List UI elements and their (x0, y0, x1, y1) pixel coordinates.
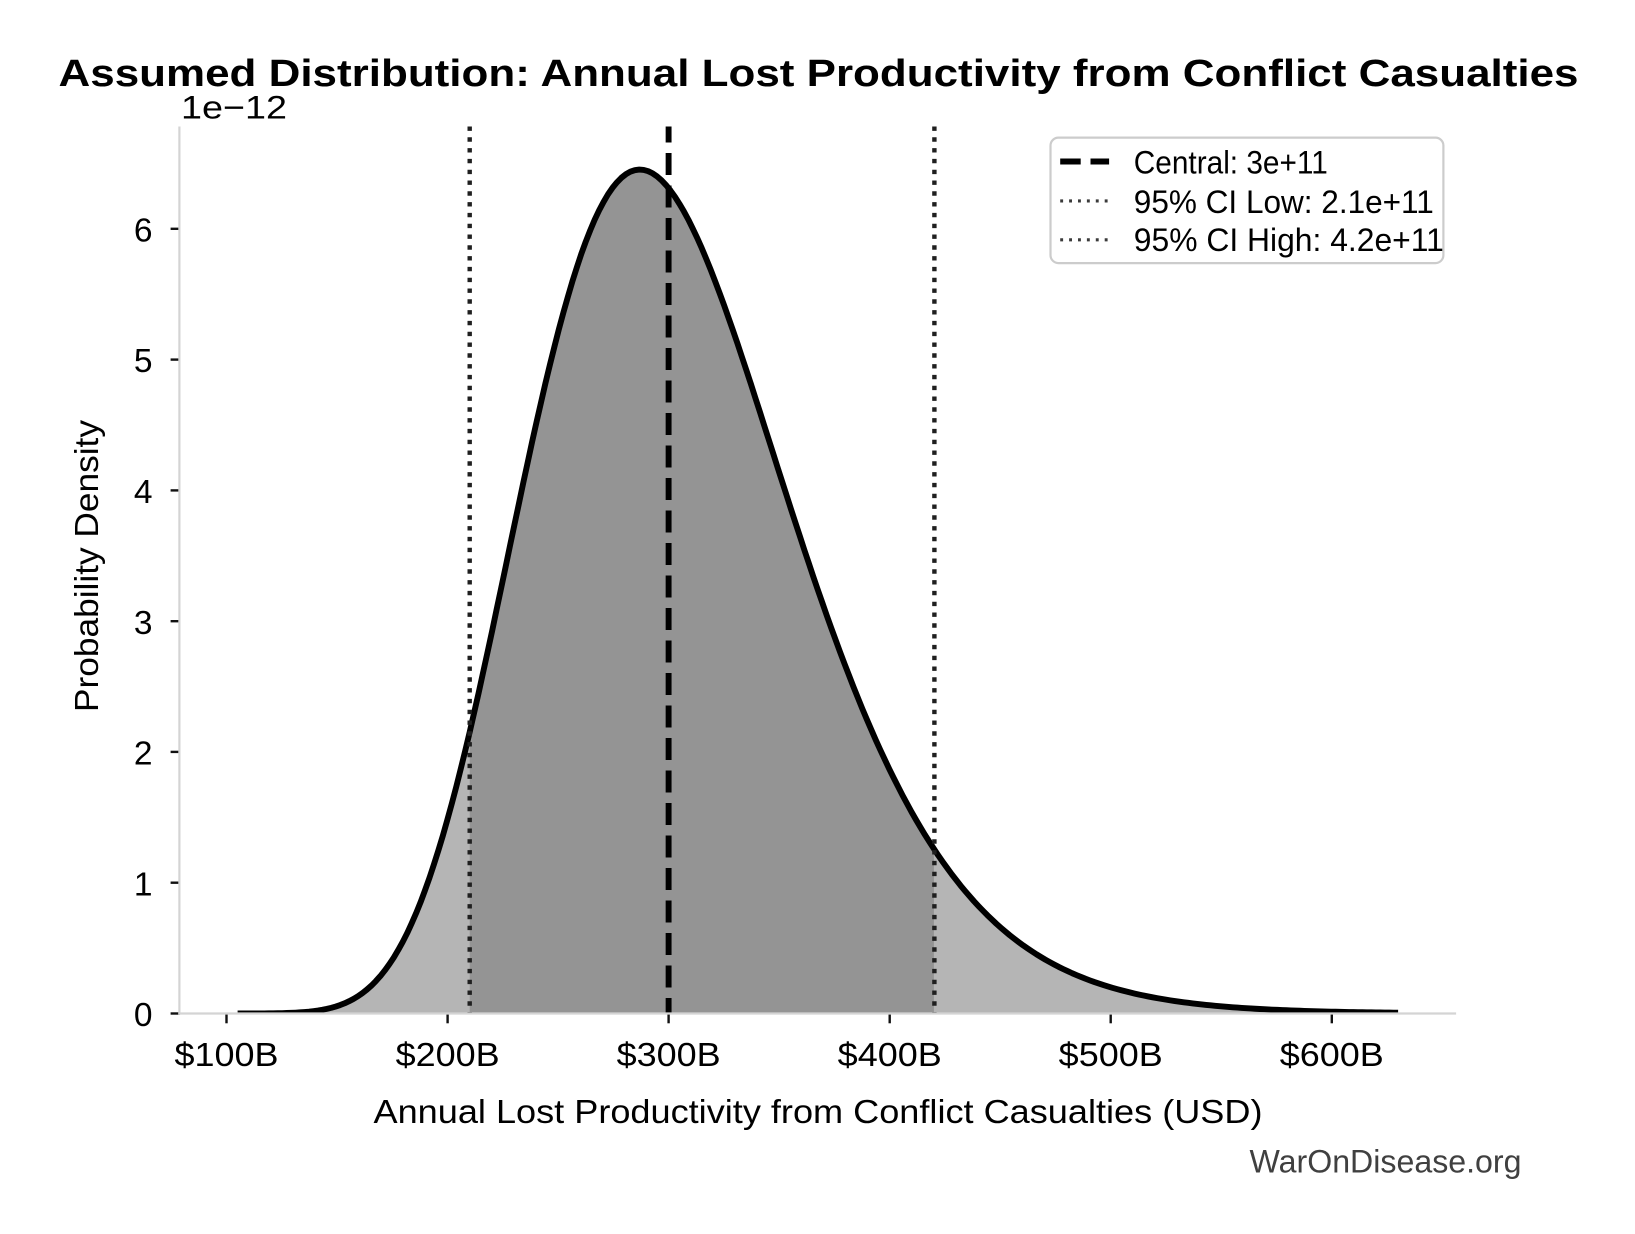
svg-text:Assumed Distribution: Annual L: Assumed Distribution: Annual Lost Produc… (59, 53, 1579, 95)
svg-text:$100B: $100B (175, 1037, 279, 1074)
svg-text:$200B: $200B (396, 1037, 500, 1074)
svg-text:$400B: $400B (838, 1037, 942, 1074)
svg-text:Probability Density: Probability Density (69, 420, 106, 712)
svg-text:3: 3 (134, 605, 153, 642)
svg-text:WarOnDisease.org: WarOnDisease.org (1250, 1143, 1522, 1179)
svg-text:95% CI High: 4.2e+11: 95% CI High: 4.2e+11 (1134, 222, 1444, 258)
svg-text:6: 6 (134, 212, 153, 249)
svg-text:2: 2 (134, 736, 153, 773)
svg-text:1: 1 (134, 866, 153, 903)
svg-text:4: 4 (134, 474, 153, 511)
svg-text:$600B: $600B (1280, 1037, 1384, 1074)
svg-text:$500B: $500B (1059, 1037, 1163, 1074)
svg-text:Annual Lost Productivity from: Annual Lost Productivity from Conflict C… (374, 1094, 1263, 1131)
svg-text:95% CI Low: 2.1e+11: 95% CI Low: 2.1e+11 (1134, 184, 1434, 220)
svg-text:0: 0 (134, 997, 153, 1034)
svg-text:5: 5 (134, 343, 153, 380)
svg-text:Central: 3e+11: Central: 3e+11 (1134, 145, 1328, 181)
svg-text:1e−12: 1e−12 (181, 90, 287, 126)
svg-text:$300B: $300B (617, 1037, 721, 1074)
